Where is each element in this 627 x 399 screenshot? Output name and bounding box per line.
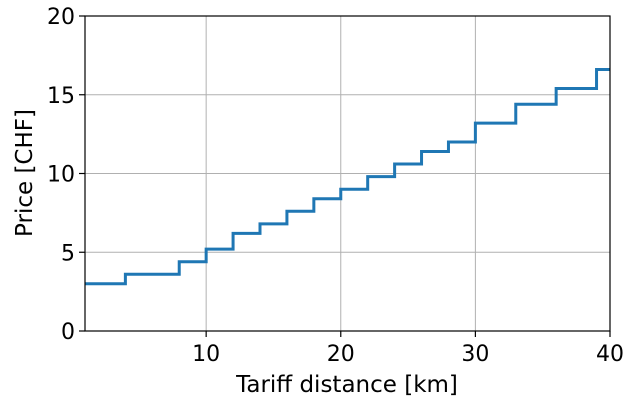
x-axis-label: Tariff distance [km] — [235, 372, 458, 398]
axis-ticks: 10 20 30 40 0 5 10 15 20 — [47, 5, 624, 367]
x-tick-label: 30 — [461, 342, 489, 367]
y-axis-label: Price [CHF] — [12, 109, 38, 237]
y-tick-label: 20 — [47, 5, 75, 30]
y-tick-label: 0 — [61, 320, 75, 345]
series-layer — [85, 68, 610, 286]
y-tick-label: 5 — [61, 241, 75, 266]
grid-lines — [85, 15, 611, 332]
x-tick-label: 40 — [596, 342, 624, 367]
x-tick-label: 10 — [192, 342, 220, 367]
y-tick-label: 10 — [47, 163, 75, 188]
x-tick-label: 20 — [327, 342, 355, 367]
y-tick-label: 15 — [47, 84, 75, 109]
price-step-line — [85, 68, 610, 286]
